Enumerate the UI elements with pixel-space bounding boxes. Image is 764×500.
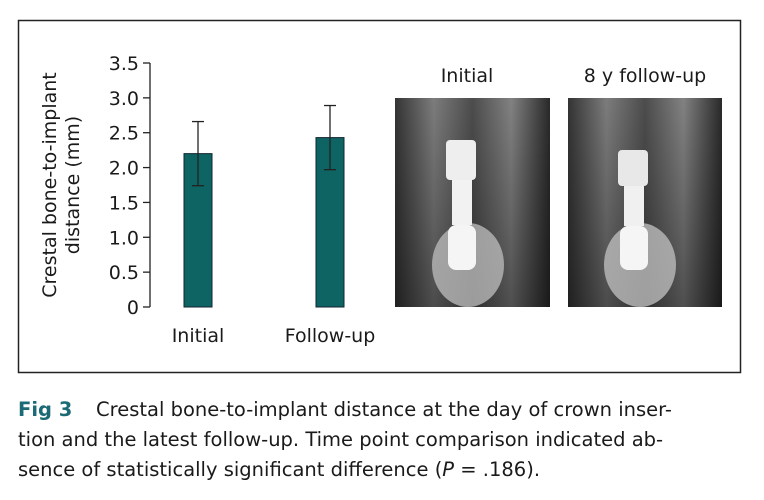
error-bar <box>192 120 204 187</box>
y-tick-label: 2.5 <box>109 123 139 145</box>
caption-line: sence of statistically significant diffe… <box>18 458 540 481</box>
caption-line: tion and the latest follow-up. Time poin… <box>18 428 663 451</box>
y-tick-label: 3.5 <box>109 53 139 75</box>
figure-frame <box>17 19 742 374</box>
x-tick-label: Initial <box>172 325 225 347</box>
caption-text: P <box>442 458 454 481</box>
image-label: Initial <box>441 65 494 87</box>
y-axis-label: Crestal bone-to-implantdistance (mm) <box>39 72 84 297</box>
radiograph <box>395 98 550 307</box>
caption-text: sence of statistically significant diffe… <box>18 458 442 481</box>
y-tick-label: 2.0 <box>109 158 139 180</box>
y-tick-label: 1.0 <box>109 227 139 249</box>
x-tick-label: Follow-up <box>285 325 376 347</box>
image-label: 8 y follow-up <box>584 65 706 87</box>
caption-label: Fig 3 <box>18 398 72 421</box>
y-tick-label: 0.5 <box>109 262 139 284</box>
y-tick-label: 3.0 <box>109 88 139 110</box>
y-tick-label: 0 <box>127 297 139 319</box>
bar <box>315 137 345 308</box>
caption-line: Crestal bone-to-implant distance at the … <box>96 398 672 421</box>
radiograph <box>568 98 722 307</box>
y-tick-label: 1.5 <box>109 192 139 214</box>
error-bar <box>324 104 336 171</box>
caption-text: = .186). <box>454 458 540 481</box>
